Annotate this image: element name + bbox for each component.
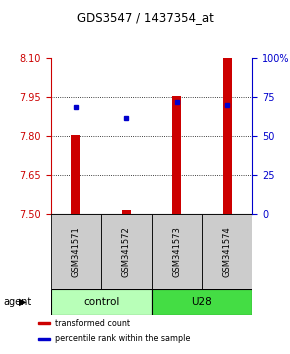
Text: GSM341571: GSM341571 <box>71 226 80 277</box>
Bar <box>122 210 131 214</box>
Text: GDS3547 / 1437354_at: GDS3547 / 1437354_at <box>77 11 213 24</box>
Text: percentile rank within the sample: percentile rank within the sample <box>55 335 190 343</box>
Bar <box>202 214 252 289</box>
Text: control: control <box>83 297 119 307</box>
Bar <box>51 214 101 289</box>
Bar <box>38 322 50 324</box>
Text: GSM341573: GSM341573 <box>172 226 181 277</box>
Bar <box>151 289 252 315</box>
Bar <box>101 214 151 289</box>
Text: GSM341572: GSM341572 <box>122 226 131 277</box>
Bar <box>222 58 232 214</box>
Text: U28: U28 <box>191 297 212 307</box>
Bar <box>38 338 50 340</box>
Bar <box>51 289 151 315</box>
Text: ▶: ▶ <box>19 297 26 307</box>
Bar <box>172 96 181 214</box>
Text: agent: agent <box>3 297 31 307</box>
Bar <box>71 135 81 214</box>
Bar <box>151 214 202 289</box>
Text: GSM341574: GSM341574 <box>223 226 232 277</box>
Text: transformed count: transformed count <box>55 319 130 327</box>
